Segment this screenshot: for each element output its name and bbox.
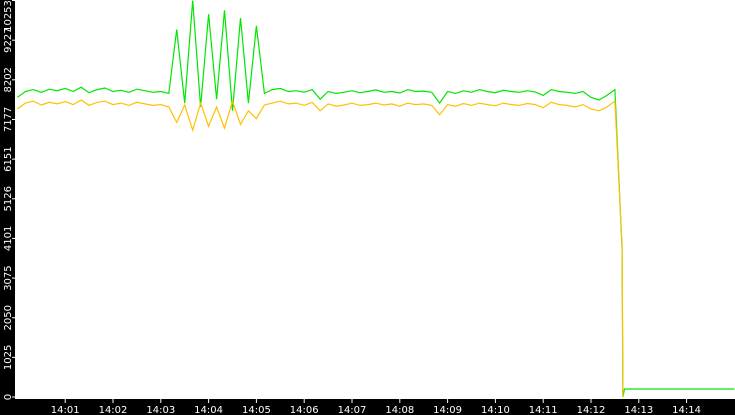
x-tick-label: 14:01 — [51, 405, 80, 415]
y-tick-label: 4101 — [3, 226, 14, 251]
y-tick-label: 7177 — [3, 107, 14, 132]
y-tick-label: 6151 — [3, 146, 14, 171]
series-line-2 — [17, 99, 624, 398]
series-line-1 — [17, 0, 735, 398]
x-axis-bar — [0, 399, 735, 415]
x-tick-label: 14:04 — [194, 405, 223, 415]
y-tick-label: 2050 — [3, 305, 14, 330]
x-tick-label: 14:08 — [385, 405, 414, 415]
y-axis-bar — [0, 0, 15, 399]
y-tick-label: 0 — [3, 394, 14, 400]
x-tick-label: 14:05 — [242, 405, 271, 415]
x-tick-label: 14:09 — [433, 405, 462, 415]
y-tick-label: 5126 — [3, 186, 14, 211]
x-tick-label: 14:13 — [624, 405, 653, 415]
x-tick-label: 14:10 — [481, 405, 510, 415]
y-tick-label: 1025 — [3, 345, 14, 370]
y-tick-label: 10253 — [3, 0, 14, 32]
y-tick-label: 3075 — [3, 265, 14, 290]
y-tick-label: 8202 — [3, 67, 14, 92]
x-tick-label: 14:02 — [99, 405, 128, 415]
x-tick-label: 14:11 — [529, 405, 558, 415]
x-tick-label: 14:06 — [290, 405, 319, 415]
y-tick-label: 9227 — [3, 27, 14, 52]
x-tick-label: 14:12 — [577, 405, 606, 415]
x-tick-label: 14:03 — [146, 405, 175, 415]
x-tick-label: 14:14 — [672, 405, 701, 415]
x-tick-label: 14:07 — [338, 405, 367, 415]
